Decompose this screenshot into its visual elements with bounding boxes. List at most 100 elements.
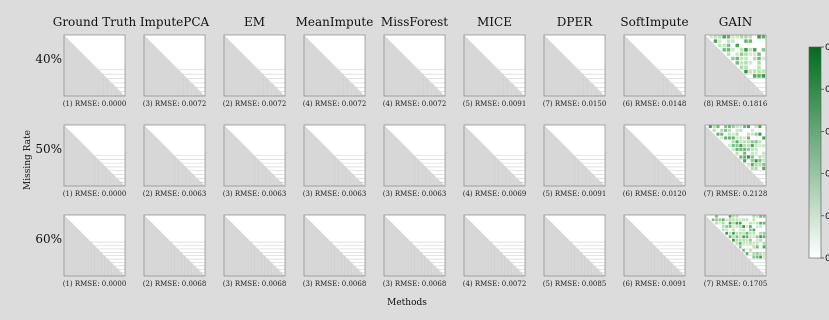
panel-frame	[543, 34, 606, 97]
panel-upper-triangle	[464, 35, 525, 96]
heatmap-panel	[463, 214, 526, 277]
panel-frame	[383, 34, 446, 97]
panel-grid	[574, 155, 605, 186]
method-title: MICE	[477, 15, 512, 29]
panel-grid	[494, 155, 525, 186]
heatmap-panel	[223, 124, 286, 187]
heatmap-panel	[623, 214, 686, 277]
panel-upper-triangle	[384, 35, 445, 96]
method-title: MissForest	[381, 15, 448, 29]
panel-grid	[174, 155, 205, 186]
panel-grid	[490, 241, 525, 276]
rmse-caption: (5) RMSE: 0.0091	[463, 100, 527, 108]
panel-frame	[704, 214, 767, 277]
rmse-caption: (7) RMSE: 0.1705	[704, 280, 768, 288]
panel-grid	[338, 69, 365, 96]
missing-rate-label: 40%	[35, 52, 62, 66]
panel-frame	[623, 214, 686, 277]
panel-grid	[410, 241, 445, 276]
colorbar	[808, 46, 822, 259]
panel-frame	[63, 34, 126, 97]
rmse-captions: (1) RMSE: 0.0000 (3) RMSE: 0.0072 (2) RMSE…	[63, 100, 768, 288]
colorbar-tick-label: 0.5	[825, 43, 829, 53]
heatmap-panel	[463, 34, 526, 97]
gain-error-cells	[709, 35, 766, 78]
method-title: GAIN	[719, 15, 753, 29]
colorbar-tick-label: 0.0	[825, 254, 829, 264]
panel-grid	[98, 69, 125, 96]
heatmap-panel	[303, 214, 366, 277]
method-title: SoftImpute	[620, 15, 688, 29]
missing-rate-label: 50%	[35, 142, 62, 156]
panel-grid	[414, 155, 445, 186]
rmse-caption: (5) RMSE: 0.0091	[543, 190, 607, 198]
rmse-caption: (3) RMSE: 0.0072	[143, 100, 207, 108]
heatmap-panel	[543, 214, 606, 277]
heatmap-panel	[704, 34, 767, 97]
rmse-caption: (1) RMSE: 0.0000	[63, 100, 127, 108]
heatmap-panel	[623, 34, 686, 97]
rmse-caption: (2) RMSE: 0.0063	[143, 190, 207, 198]
panel-frame	[704, 124, 767, 187]
heatmap-panel	[543, 34, 606, 97]
heatmap-panel	[704, 124, 767, 187]
rmse-caption: (4) RMSE: 0.0072	[383, 100, 447, 108]
panel-frame	[223, 214, 286, 277]
panel-grid	[330, 241, 365, 276]
heatmap-panel	[63, 124, 126, 187]
panel-grid	[498, 69, 525, 96]
rmse-caption: (3) RMSE: 0.0068	[383, 280, 447, 288]
panel-frame	[303, 34, 366, 97]
rmse-caption: (1) RMSE: 0.0000	[63, 190, 127, 198]
rmse-caption: (7) RMSE: 0.2128	[704, 190, 768, 198]
rmse-caption: (3) RMSE: 0.0063	[303, 190, 367, 198]
panel-upper-triangle	[64, 35, 125, 96]
heatmap-panel	[63, 214, 126, 277]
colorbar-tick-label: 0.3	[825, 127, 829, 137]
heatmap-panel	[143, 124, 206, 187]
panel-frame	[63, 124, 126, 187]
heatmap-panel	[383, 124, 446, 187]
method-title: EM	[244, 15, 265, 29]
heatmap-panel	[704, 214, 767, 277]
method-title: ImputePCA	[140, 15, 210, 29]
heatmap-panel	[543, 124, 606, 187]
panel-grid	[334, 155, 365, 186]
panel-grid	[570, 241, 605, 276]
panel-grid	[254, 155, 285, 186]
panel-frame	[463, 34, 526, 97]
rmse-caption: (8) RMSE: 0.1816	[704, 100, 768, 108]
panel-grid	[418, 69, 445, 96]
panel-grid	[178, 69, 205, 96]
panel-grid	[658, 69, 685, 96]
heatmap-panel	[463, 124, 526, 187]
heatmap-panel	[383, 214, 446, 277]
rmse-caption: (6) RMSE: 0.0120	[623, 190, 687, 198]
panel-frame	[143, 34, 206, 97]
panel-grid	[170, 241, 205, 276]
panel-upper-triangle	[144, 35, 205, 96]
heatmap-panel	[223, 34, 286, 97]
panel-frame	[143, 214, 206, 277]
x-axis-label: Methods	[387, 298, 427, 308]
colorbar-tick-label: 0.1	[825, 212, 829, 222]
rmse-caption: (3) RMSE: 0.0063	[383, 190, 447, 198]
panel-grid	[94, 155, 125, 186]
y-axis-label: Missing Rate	[23, 130, 33, 190]
rmse-caption: (4) RMSE: 0.0069	[463, 190, 527, 198]
panel-frame	[303, 214, 366, 277]
heatmap-panel	[143, 34, 206, 97]
missing-rate-label: 60%	[35, 232, 62, 246]
method-title: DPER	[557, 15, 593, 29]
rmse-caption: (6) RMSE: 0.0091	[623, 280, 687, 288]
panel-grid	[250, 241, 285, 276]
panel-frame	[223, 124, 286, 187]
colorbar-ticks: 0.0 0.1 0.2 0.3 0.4 0.5	[821, 43, 829, 264]
panel-upper-triangle	[224, 35, 285, 96]
rmse-caption: (3) RMSE: 0.0068	[223, 280, 287, 288]
panel-upper-triangle	[304, 35, 365, 96]
panel-grid	[258, 69, 285, 96]
rmse-caption: (2) RMSE: 0.0068	[143, 280, 207, 288]
rmse-caption: (4) RMSE: 0.0072	[463, 280, 527, 288]
